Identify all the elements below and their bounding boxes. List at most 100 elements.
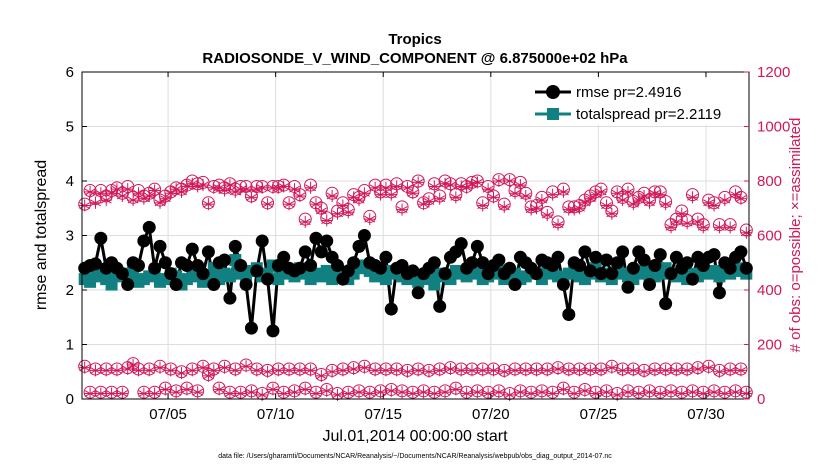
obs-assimilated-marker [240, 183, 253, 196]
obs-assimilated-marker [304, 181, 317, 194]
rmse-point [438, 267, 452, 281]
rmse-point [476, 256, 490, 270]
y-tick-label-right: 0 [757, 391, 765, 408]
obs-assimilated-marker-low [562, 364, 575, 377]
obs-assimilated-marker [385, 188, 398, 201]
obs-assimilated-marker [552, 218, 565, 231]
rmse-point [594, 267, 608, 281]
obs-assimilated-marker-low [573, 364, 586, 377]
rmse-point [503, 261, 517, 275]
obs-assimilated-marker-low [89, 364, 102, 377]
obs-assimilated-marker-low [535, 386, 548, 399]
rmse-point [352, 239, 366, 253]
rmse-point [578, 245, 592, 259]
obs-assimilated-marker-low [336, 364, 349, 377]
obs-assimilated-marker-low [708, 386, 721, 399]
rmse-point [250, 264, 264, 278]
rmse-point [411, 286, 425, 300]
y-tick-label-left: 3 [66, 228, 74, 245]
rmse-point [610, 256, 624, 270]
obs-assimilated-marker [433, 192, 446, 205]
obs-assimilated-marker-low [132, 364, 145, 377]
obs-assimilated-marker-low [552, 363, 565, 376]
obs-assimilated-marker-low [422, 365, 435, 378]
rmse-point [734, 245, 748, 259]
obs-assimilated-marker [100, 194, 113, 207]
obs-assimilated-marker [487, 191, 500, 204]
obs-assimilated-marker [686, 191, 699, 204]
rmse-point [314, 245, 328, 259]
rmse-point [680, 256, 694, 270]
rmse-point [626, 261, 640, 275]
obs-assimilated-marker-low [180, 383, 193, 396]
series-markers [78, 220, 753, 338]
obs-assimilated-marker-low [546, 387, 559, 400]
obs-assimilated-marker [638, 189, 651, 202]
obs-assimilated-marker [299, 215, 312, 228]
obs-assimilated-marker-low [153, 361, 166, 374]
rmse-point [659, 297, 673, 311]
obs-assimilated-marker-low [186, 364, 199, 377]
obs-assimilated-marker-low [713, 365, 726, 378]
obs-assimilated-marker-low [439, 386, 452, 399]
rmse-point [304, 258, 318, 272]
y-tick-label-right: 600 [757, 228, 782, 245]
rmse-point [712, 286, 726, 300]
obs-assimilated-marker [191, 180, 204, 193]
obs-assimilated-marker-low [498, 365, 511, 378]
y-tick-label-left: 0 [66, 391, 74, 408]
rmse-point [148, 261, 162, 275]
obs-assimilated-marker-low [202, 369, 215, 382]
rmse-point [374, 261, 388, 275]
y-axis-left-ticks: 0 1 2 3 4 5 6 [66, 64, 87, 408]
obs-assimilated-marker-low [525, 387, 538, 400]
obs-assimilated-marker [476, 199, 489, 212]
obs-assimilated-marker [546, 188, 559, 201]
rmse-point [739, 261, 753, 275]
obs-assimilated-marker-low [605, 361, 618, 374]
rmse-point [686, 272, 700, 286]
gridlines [82, 72, 749, 399]
obs-assimilated-marker-low [600, 386, 613, 399]
obs-assimilated-marker [449, 191, 462, 204]
rmse-point [637, 253, 651, 267]
data-file-footnote: data file: /Users/gharamti/Documents/NCA… [218, 453, 612, 460]
obs-assimilated-marker-low [428, 387, 441, 400]
rmse-point [599, 253, 613, 267]
obs-assimilated-marker [358, 187, 371, 200]
obs-assimilated-marker-low [256, 388, 269, 401]
obs-assimilated-marker-low [675, 387, 688, 400]
y-tick-label-right: 1200 [757, 64, 790, 81]
obs-assimilated-marker-low [320, 384, 333, 397]
obs-assimilated-marker-low [627, 364, 640, 377]
obs-assimilated-marker [342, 206, 355, 219]
rmse-point [94, 231, 108, 245]
rmse-point [185, 242, 199, 256]
rmse-point [169, 278, 183, 292]
obs-assimilated-marker-low [648, 364, 661, 377]
obs-assimilated-marker-low [240, 360, 253, 373]
obs-assimilated-marker-low [148, 387, 161, 400]
x-axis-label: Jul.01,2014 00:00:00 start [322, 428, 508, 445]
obs-assimilated-marker-low [309, 387, 322, 400]
rmse-point [142, 220, 156, 234]
rmse-point [207, 278, 221, 292]
rmse-point [164, 267, 178, 281]
obs-assimilated-marker [605, 207, 618, 220]
rmse-point [669, 250, 683, 264]
obs-assimilated-marker-low [724, 364, 737, 377]
obs-assimilated-marker [492, 175, 505, 187]
obs-assimilated-marker-low [638, 365, 651, 378]
obs-assimilated-marker-low [406, 387, 419, 400]
obs-assimilated-marker [718, 194, 731, 207]
obs-assimilated-marker-low [245, 386, 258, 399]
obs-assimilated-marker [293, 189, 306, 202]
obs-assimilated-marker-low [223, 387, 236, 400]
obs-assimilated-marker-low [78, 361, 91, 374]
obs-assimilated-marker [643, 196, 656, 209]
rmse-point [180, 258, 194, 272]
rmse-point [196, 267, 210, 281]
obs-assimilated-marker-low [385, 384, 398, 397]
obs-assimilated-marker-low [740, 387, 753, 400]
rmse-point [723, 261, 737, 275]
